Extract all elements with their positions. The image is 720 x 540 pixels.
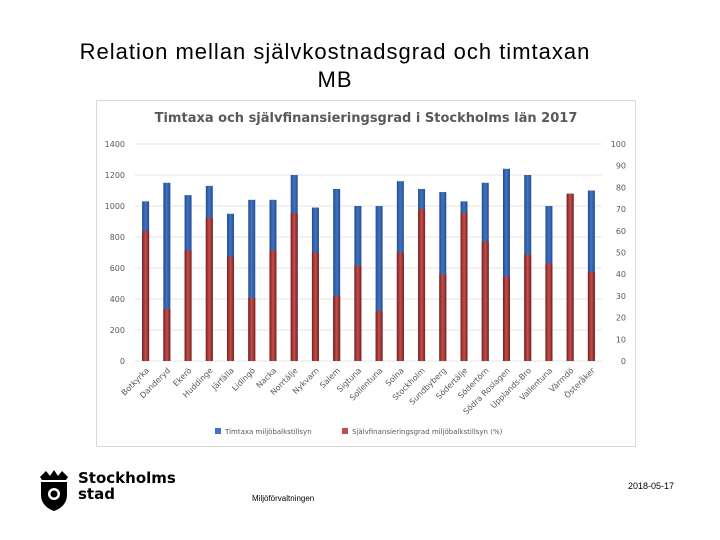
chart-title: Timtaxa och självfinansieringsgrad i Sto…: [154, 111, 578, 126]
x-tick-label: Lidingö: [230, 366, 257, 393]
bar-timtaxa: [502, 168, 510, 361]
crown-shield-icon: [40, 470, 68, 511]
y-left-tick-label: 1200: [105, 171, 125, 180]
bar-sjalvfinansiering: [502, 276, 510, 361]
chart-frame: 0 200 400 600 800 1000 1200 1400 0 10 20 30 40 50 60 70…: [96, 100, 636, 447]
bar-sjalvfinansiering: [481, 241, 489, 361]
bar-sjalvfinansiering: [587, 272, 595, 361]
legend-label-sjalvfinansiering: Självfinansieringsgrad miljöbalkstillsyn…: [352, 428, 503, 436]
bar-sjalvfinansiering: [269, 250, 277, 361]
y-left-tick-label: 400: [110, 295, 125, 304]
bar-sjalvfinansiering: [163, 308, 171, 361]
y-right-tick-label: 10: [616, 335, 626, 344]
bar-timtaxa: [163, 182, 171, 361]
slide-title: Relation mellan självkostnadsgrad och ti…: [0, 38, 670, 94]
stockholm-logo: Stockholms stad: [36, 468, 176, 512]
y-right-tick-label: 40: [616, 270, 626, 279]
slide-title-line-2: MB: [317, 67, 353, 92]
bar-sjalvfinansiering: [375, 311, 383, 361]
bar-sjalvfinansiering: [545, 263, 553, 361]
footer-department: Miljöförvaltningen: [252, 494, 315, 503]
bar-sjalvfinansiering: [227, 256, 235, 361]
bar-sjalvfinansiering: [524, 254, 532, 361]
bar-sjalvfinansiering: [248, 298, 256, 361]
bar-sjalvfinansiering: [396, 252, 404, 361]
logo-line-2: stad: [78, 485, 115, 503]
chart-svg: 0 200 400 600 800 1000 1200 1400 0 10 20 30 40 50 60 70…: [105, 140, 626, 436]
y-right-tick-label: 20: [616, 314, 626, 323]
slide-title-line-1: Relation mellan självkostnadsgrad och ti…: [79, 39, 591, 64]
y-left-tick-label: 200: [110, 326, 125, 335]
y-left-tick-label: 800: [110, 233, 125, 242]
footer-date: 2018-05-17: [628, 481, 675, 491]
y-right-tick-label: 0: [621, 357, 626, 366]
bar-sjalvfinansiering: [354, 265, 362, 361]
logo-line-1: Stockholms: [78, 469, 176, 487]
y-left-tick-label: 0: [120, 357, 125, 366]
y-right-tick-label: 70: [616, 205, 626, 214]
legend-swatch-timtaxa: [215, 428, 221, 434]
bar-sjalvfinansiering: [142, 230, 150, 361]
bar-sjalvfinansiering: [311, 252, 319, 361]
y-right-tick-label: 50: [616, 249, 626, 258]
y-right-tick-label: 90: [616, 162, 626, 171]
bar-sjalvfinansiering: [290, 213, 298, 361]
bar-sjalvfinansiering: [439, 274, 447, 361]
bar-sjalvfinansiering: [566, 193, 574, 361]
bar-timtaxa: [248, 199, 256, 361]
y-left-tick-label: 1000: [105, 202, 125, 211]
legend-label-timtaxa: Timtaxa miljöbalkstillsyn: [224, 428, 312, 436]
bar-sjalvfinansiering: [333, 295, 341, 361]
bar-timtaxa: [333, 188, 341, 361]
y-right-tick-label: 60: [616, 227, 626, 236]
bar-sjalvfinansiering: [184, 250, 192, 361]
y-left-tick-label: 1400: [105, 140, 125, 149]
y-right-tick-label: 80: [616, 183, 626, 192]
bar-sjalvfinansiering: [460, 213, 468, 361]
y-right-tick-label: 30: [616, 292, 626, 301]
bar-sjalvfinansiering: [205, 217, 213, 361]
y-left-tick-label: 600: [110, 264, 125, 273]
y-right-tick-label: 100: [611, 140, 626, 149]
bar-timtaxa: [375, 206, 383, 361]
bar-sjalvfinansiering: [418, 209, 426, 361]
logo-wordmark: Stockholms stad: [78, 470, 176, 502]
legend-swatch-sjalvfinansiering: [342, 428, 348, 434]
